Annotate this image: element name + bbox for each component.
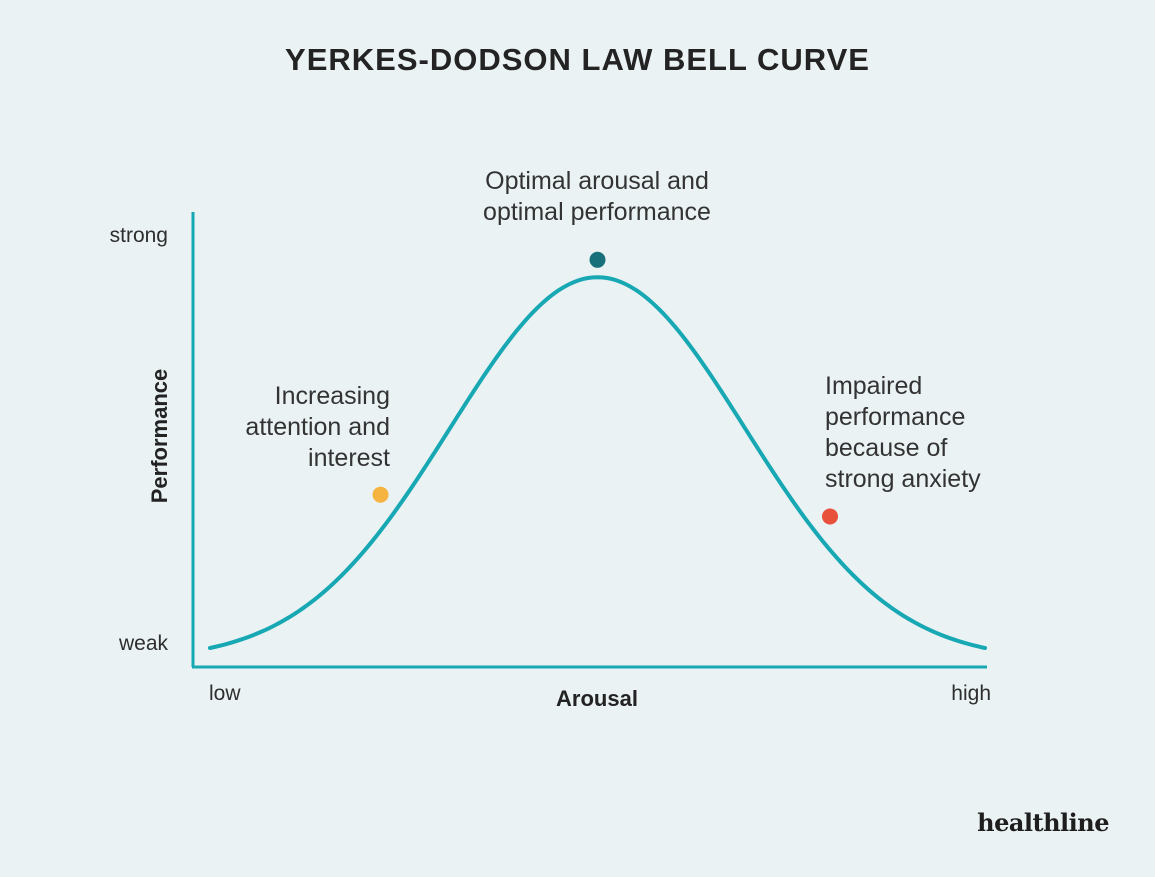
x-tick-label-low: low	[209, 682, 241, 705]
annotation-label-line: performance	[825, 403, 965, 431]
annotation-label-impaired: Impaired performance because of strong anxi…	[825, 372, 981, 493]
y-axis-label: Performance	[147, 369, 172, 504]
annotation-optimal: Optimal arousal and optimal performance	[483, 167, 711, 268]
annotation-label-line: Increasing	[275, 382, 390, 410]
annotation-label-optimal: Optimal arousal and optimal performance	[483, 167, 711, 226]
annotation-point-impaired	[822, 508, 838, 525]
x-axis-label: Arousal	[556, 686, 638, 711]
x-tick-label-high: high	[951, 682, 991, 705]
chart-title: YERKES-DODSON LAW BELL CURVE	[285, 42, 870, 77]
annotation-label-line: Impaired	[825, 372, 922, 400]
annotation-label-line: interest	[308, 444, 390, 472]
annotation-label-line: attention and	[245, 413, 390, 441]
annotation-label-line: optimal performance	[483, 198, 711, 226]
annotation-label-increasing: Increasing attention and interest	[245, 382, 390, 472]
healthline-logo: healthline	[977, 808, 1109, 837]
annotation-increasing: Increasing attention and interest	[245, 382, 390, 503]
y-tick-label-strong: strong	[110, 224, 168, 247]
annotation-point-optimal	[589, 251, 606, 268]
annotation-label-line: strong anxiety	[825, 465, 981, 493]
bell-curve-line	[208, 275, 987, 650]
y-tick-label-weak: weak	[118, 632, 169, 655]
annotations-group: Increasing attention and interest Optimal a…	[245, 167, 981, 525]
annotation-point-increasing	[372, 486, 389, 503]
annotation-label-line: because of	[825, 434, 947, 462]
annotation-impaired: Impaired performance because of strong anxi…	[822, 372, 981, 525]
annotation-label-line: Optimal arousal and	[485, 167, 709, 195]
